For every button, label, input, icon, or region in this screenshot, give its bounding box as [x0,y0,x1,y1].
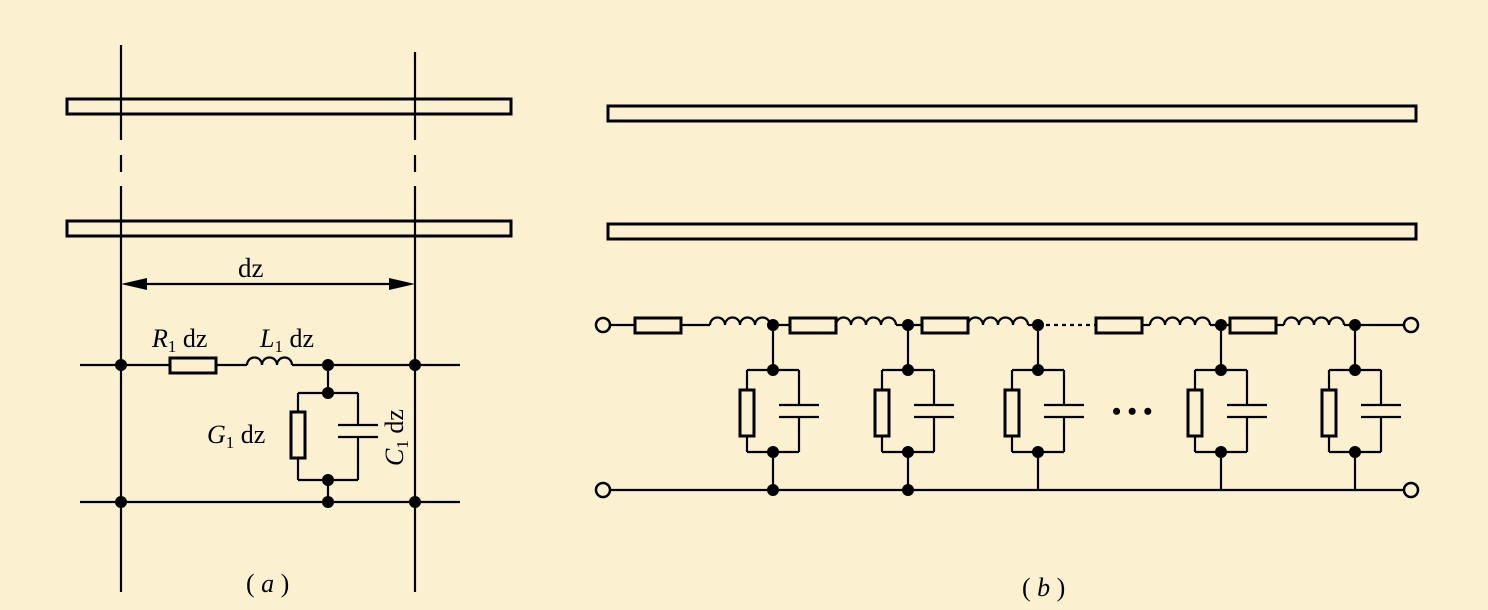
junction-dot [1349,319,1361,331]
series-resistor [1094,316,1144,335]
junction-dot [767,446,779,458]
series-inductor [834,316,898,326]
junction-dot [902,319,914,331]
output-terminal-bottom [1402,481,1420,499]
input-terminal-bottom [594,481,612,499]
series-resistor [1228,316,1278,335]
series-inductor [1148,316,1212,326]
junction-dot [1032,364,1044,376]
dz-dimension-arrow [121,278,415,290]
junction-dot [1215,319,1227,331]
junction-dot [409,496,421,508]
series-inductor [1282,316,1346,326]
junction-dot [409,359,421,371]
g1-label: G1 dz [207,420,265,452]
figure-b: • • • ( b ) [594,104,1420,602]
upper-conductor-b [606,104,1418,123]
shunt-conductance [873,388,891,438]
caption-a: ( a ) [246,569,289,598]
junction-dot [1215,446,1227,458]
series-inductor [708,316,772,326]
junction-dot [115,496,127,508]
shunt-sections-b [738,319,1401,496]
dz-label: dz [238,253,264,283]
lower-conductor-a [65,219,513,238]
resistor-r1 [168,356,218,375]
shunt-gc-a [289,365,378,502]
junction-dot [322,474,334,486]
upper-conductor-a [65,97,513,116]
junction-dot [322,359,334,371]
junction-dot [902,446,914,458]
lower-conductor-b [606,222,1418,241]
junction-dot [1215,364,1227,376]
junction-dot [1349,364,1361,376]
shunt-conductance [1320,388,1338,438]
series-resistor [633,316,683,335]
r1-label: R1 dz [151,324,207,356]
caption-b: ( b ) [1022,573,1065,602]
junction-dot [767,484,779,496]
junction-dot [767,364,779,376]
output-terminal-top [1402,316,1420,334]
ellipsis-dots: • • • [1112,397,1152,426]
l1-label: L1 dz [259,324,314,356]
junction-dot [322,496,334,508]
junction-dot [322,387,334,399]
series-inductor [966,316,1030,326]
input-terminal-top [594,316,612,334]
junction-dot [1032,446,1044,458]
series-resistor [920,316,970,335]
c1-label: C1 dz [380,409,412,466]
figure-a: dz R1 dz [65,45,513,598]
junction-dot [1032,319,1044,331]
junction-dot [1349,446,1361,458]
junction-dot [115,359,127,371]
shunt-conductance [1186,388,1204,438]
junction-dot [902,364,914,376]
conductance-g1 [289,410,307,460]
inductor-l1 [245,356,294,366]
series-chain-b [609,316,1405,335]
shunt-conductance [738,388,756,438]
shunt-conductance [1003,388,1021,438]
series-resistor [788,316,838,335]
junction-dot [767,319,779,331]
junction-dot [902,484,914,496]
